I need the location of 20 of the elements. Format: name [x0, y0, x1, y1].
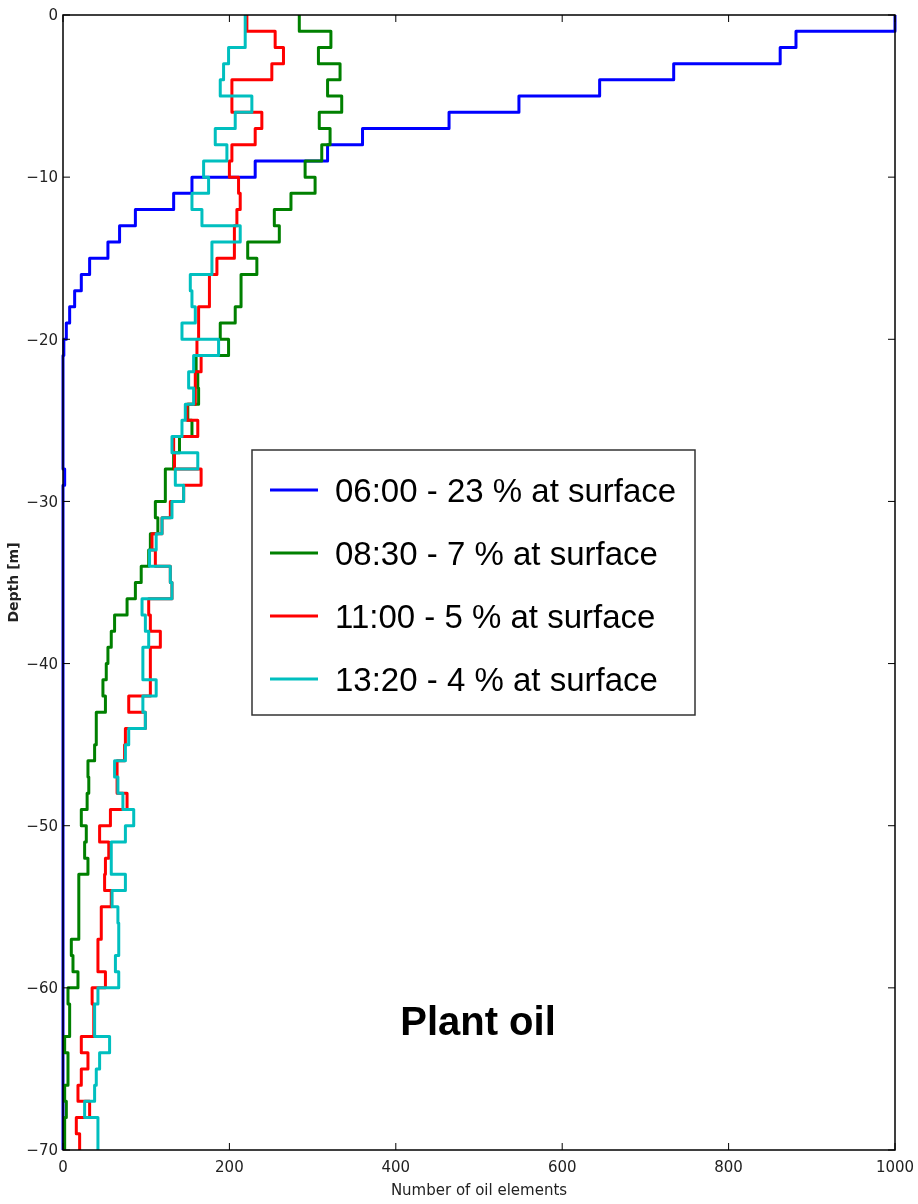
y-tick-label: 0	[48, 6, 58, 25]
x-tick-label: 800	[714, 1158, 743, 1176]
y-tick-label: −70	[26, 1141, 58, 1160]
y-tick-label: −60	[26, 979, 58, 998]
x-axis-title: Number of oil elements	[390, 1181, 568, 1199]
legend-label: 06:00 - 23 % at surface	[335, 471, 677, 509]
x-tick-label: 600	[547, 1158, 577, 1176]
y-axis-title: Depth [m]	[5, 542, 21, 623]
x-tick-label: 200	[215, 1158, 244, 1176]
y-tick-label: −50	[26, 816, 58, 835]
legend-label: 13:20 - 4 % at surface	[335, 660, 658, 698]
y-tick-label: −20	[26, 330, 58, 349]
y-tick-label: −10	[26, 168, 58, 187]
annotation: Plant oil	[400, 999, 556, 1043]
y-tick-label: −40	[26, 654, 58, 673]
legend-label: 11:00 - 5 % at surface	[335, 597, 656, 635]
x-tick-label: 400	[381, 1158, 411, 1176]
y-tick-label: −30	[26, 492, 58, 511]
x-tick-label: 1000	[875, 1158, 915, 1176]
legend-label: 08:30 - 7 % at surface	[335, 534, 658, 572]
